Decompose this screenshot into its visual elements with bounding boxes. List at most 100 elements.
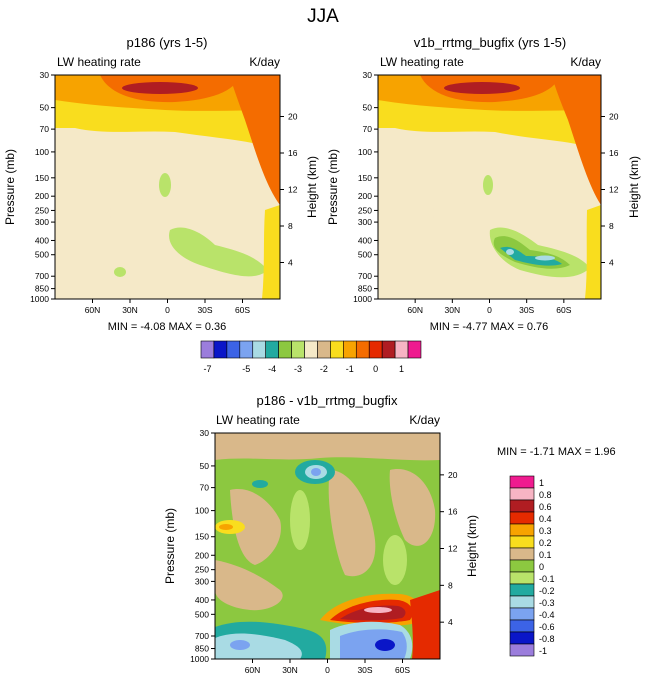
y-axis-label: Pressure (mb) (163, 508, 177, 584)
y-tick-label: 250 (195, 565, 209, 575)
colorbar-swatch (509, 643, 535, 657)
y2-tick-label: 20 (288, 111, 298, 121)
colorbar-swatch (213, 340, 228, 359)
fill-lightgreen-2 (383, 535, 407, 585)
colorbar-label: -1 (539, 646, 547, 656)
fill-green (169, 227, 268, 277)
fill-red-right (410, 590, 440, 659)
fill-green-small (159, 173, 171, 197)
colorbar-label: -0.2 (539, 586, 555, 596)
y2-tick-label: 20 (448, 470, 458, 480)
y-tick-label: 700 (358, 271, 372, 281)
fill-darkred (444, 82, 520, 94)
fill-lightblue-bottom (215, 633, 302, 659)
x-tick-label: 30S (519, 305, 534, 315)
colorbar-label: 0.8 (539, 490, 552, 500)
fill-cream-left (70, 130, 111, 299)
y2-tick-label: 8 (448, 580, 453, 590)
x-tick-label: 60N (407, 305, 423, 315)
fill-yellow-right (262, 205, 280, 299)
right-string: K/day (409, 413, 440, 427)
y-tick-label: 100 (35, 147, 49, 157)
y-tick-label: 70 (363, 124, 373, 134)
axes: 3050701001502002503004005007008501000201… (326, 70, 641, 315)
y-tick-label: 200 (35, 191, 49, 201)
colorbar-swatch (343, 340, 357, 359)
y2-axis-label: Height (km) (465, 515, 479, 577)
colorbar-swatch (394, 340, 409, 359)
y-tick-label: 1000 (30, 294, 49, 304)
y-tick-label: 1000 (190, 654, 209, 664)
fill-lightgreen (290, 490, 310, 550)
figure-title: JJA (307, 6, 339, 27)
colorbar-label: 1 (539, 478, 544, 488)
x-tick-label: 60S (556, 305, 571, 315)
axes: 3050701001502002503004005007008501000201… (3, 70, 319, 315)
y-tick-label: 30 (363, 70, 373, 80)
colorbar-swatch (509, 499, 535, 513)
y2-tick-label: 16 (609, 148, 619, 158)
fill-red-right (230, 75, 280, 205)
stats-label: MIN = -1.71 MAX = 1.96 (497, 446, 616, 458)
fill-pink (364, 607, 392, 613)
y-tick-label: 850 (35, 284, 49, 294)
colorbar-swatch (200, 340, 215, 359)
fill-lightblue-2 (506, 249, 514, 255)
y-tick-label: 500 (358, 250, 372, 260)
fill-red-right (552, 75, 601, 205)
colorbar-swatch (330, 340, 344, 359)
colorbar-swatch (368, 340, 383, 359)
fill-cream-right (195, 150, 231, 206)
colorbar-label: -4 (268, 364, 276, 374)
y-tick-label: 400 (195, 595, 209, 605)
colorbar-swatch (355, 340, 370, 359)
y-axis-label: Pressure (mb) (326, 149, 340, 225)
fill-cream-left (393, 130, 434, 299)
y2-tick-label: 12 (288, 184, 298, 194)
y-tick-label: 300 (195, 576, 209, 586)
axes: 3050701001502002503004005007008501000201… (163, 428, 479, 675)
y-axis-label: Pressure (mb) (3, 149, 17, 225)
colorbar-label: -0.3 (539, 598, 555, 608)
x-tick-label: 0 (325, 665, 330, 675)
panel-v1b: v1b_rrtmg_bugfix (yrs 1-5) LW heating ra… (326, 35, 641, 333)
colorbar-swatch (509, 511, 535, 525)
y-tick-label: 100 (195, 506, 209, 516)
fill-cream-1 (230, 489, 281, 565)
y-tick-label: 700 (195, 631, 209, 641)
y-tick-label: 250 (358, 205, 372, 215)
y-tick-label: 150 (195, 532, 209, 542)
y-tick-label: 200 (195, 550, 209, 560)
fill-green-small-2 (114, 267, 126, 277)
colorbar-label: -7 (203, 364, 211, 374)
y2-axis-label: Height (km) (305, 156, 319, 218)
y-tick-label: 500 (195, 609, 209, 619)
colorbar-label: 0 (539, 562, 544, 572)
colorbar-label: 0.2 (539, 538, 552, 548)
right-string: K/day (570, 55, 601, 69)
x-tick-label: 60S (235, 305, 250, 315)
y-tick-label: 250 (35, 205, 49, 215)
y-tick-label: 50 (363, 103, 373, 113)
y2-tick-label: 12 (609, 184, 619, 194)
y-tick-label: 150 (358, 173, 372, 183)
colorbar-swatch (239, 340, 254, 359)
colorbar-swatch (381, 340, 396, 359)
colorbar-swatch (278, 340, 292, 359)
colorbar-label: -5 (242, 364, 250, 374)
colorbar-label: -3 (294, 364, 302, 374)
colorbar-label: -0.6 (539, 622, 555, 632)
left-string: LW heating rate (57, 55, 141, 69)
fill-cream-2 (328, 470, 376, 577)
colorbar-label: -0.4 (539, 610, 555, 620)
colorbar-swatch (509, 631, 535, 645)
fill-cream-3 (389, 469, 436, 546)
fill-teal-small (252, 480, 268, 488)
y-tick-label: 300 (358, 217, 372, 227)
colorbar-swatch (317, 340, 331, 359)
colorbar-label: 0.4 (539, 514, 552, 524)
fill-blue-bottom-2 (230, 640, 250, 650)
y-tick-label: 100 (358, 147, 372, 157)
colorbar-label: -1 (346, 364, 354, 374)
y2-axis-label: Height (km) (627, 156, 641, 218)
